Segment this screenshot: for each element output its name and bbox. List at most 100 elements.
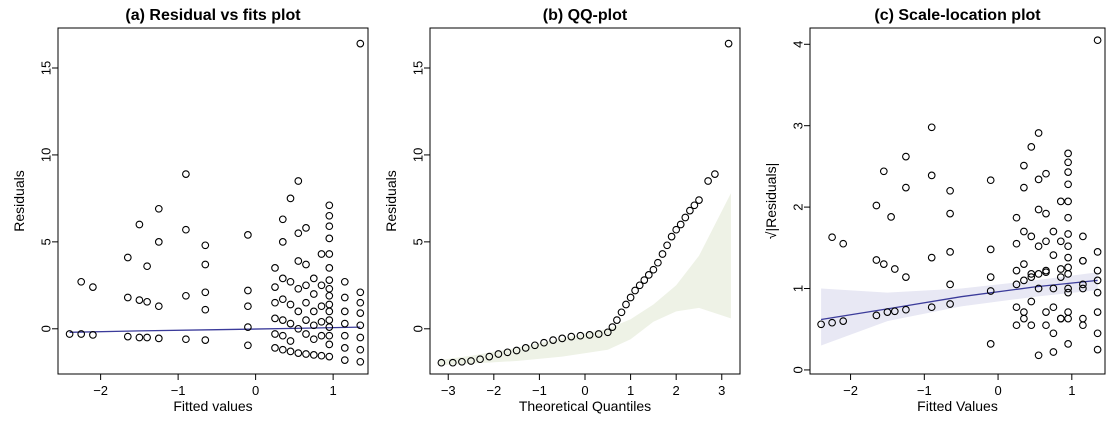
data-point [356,288,365,297]
data-point [286,300,295,309]
data-point [154,238,163,246]
data-point [1079,280,1087,289]
data-point [1093,288,1102,297]
data-point [325,331,334,340]
data-point [271,283,279,291]
data-point [201,336,210,344]
data-point [302,224,310,232]
data-point [325,352,334,361]
data-point [437,358,446,367]
data-point [1056,265,1065,273]
data-point [1064,242,1072,251]
data-point [340,344,349,352]
data-point [271,344,279,352]
data-point [77,277,86,286]
data-point [1027,273,1036,281]
data-point [1064,149,1072,158]
data-point [711,170,719,178]
y-tick-label: 4 [791,41,806,48]
y-tick-label: 10 [411,148,426,162]
data-point [1027,321,1036,330]
data-point [309,274,318,283]
data-point [278,316,287,324]
x-tick-label: −2 [93,383,108,398]
y-tick-label: 5 [39,238,54,245]
data-point [286,347,295,356]
data-point [340,277,349,286]
data-point [1020,183,1028,192]
y-tick-label: 15 [39,61,54,75]
data-point [1020,227,1028,236]
data-point [154,334,163,343]
data-point [1064,253,1072,262]
data-point [839,317,848,325]
data-point [635,281,644,290]
data-point [317,351,326,360]
data-point [317,281,326,290]
data-point [278,238,287,246]
data-point [521,344,530,352]
data-point [872,311,881,320]
data-point [986,273,995,281]
data-point [1027,232,1036,241]
data-point [286,194,295,203]
data-point [667,232,676,241]
data-point [672,225,681,234]
data-point [1093,248,1102,256]
data-point [1064,158,1072,167]
y-tick-label: 2 [791,203,806,210]
data-point [302,298,310,307]
data-point [690,201,699,210]
data-point [1056,197,1065,206]
data-point [1079,232,1087,241]
data-point [485,352,494,361]
data-point [1079,284,1087,293]
data-point [182,291,190,300]
data-point [1064,308,1072,316]
data-point [1034,205,1043,214]
data-point [182,170,190,178]
data-point [1093,345,1102,354]
data-point [201,288,210,297]
data-point [325,276,334,284]
data-point [325,234,334,243]
data-point [278,215,287,224]
y-tick-label: 3 [791,122,806,129]
data-point [135,333,144,342]
y-tick-label: 0 [39,325,54,332]
smooth-line [69,326,361,333]
data-point [65,330,74,338]
data-point [356,309,365,317]
data-point [986,176,995,185]
data-point [294,257,303,265]
y-tick-label: 0 [411,325,426,332]
data-point [340,319,349,328]
data-point [649,265,658,274]
data-point [1012,239,1021,248]
data-point [1020,161,1028,170]
x-axis-label: Fitted values [173,398,252,414]
data-point [1027,270,1036,278]
data-point [1056,273,1065,281]
data-point [1042,321,1050,330]
data-point [294,284,303,293]
x-tick-label: −3 [441,383,456,398]
data-point [1093,329,1102,338]
data-point [817,320,825,329]
data-point [1093,276,1102,285]
data-point [695,196,703,204]
data-point [458,357,466,366]
data-point [325,291,334,300]
data-point [1079,314,1087,323]
data-point [986,340,995,348]
y-tick-label: 10 [39,148,54,162]
x-tick-label: −1 [532,383,547,398]
data-point [143,262,151,271]
data-point [271,314,279,323]
data-point [244,286,252,295]
x-tick-label: 1 [627,383,634,398]
data-point [271,330,279,338]
data-point [340,307,349,316]
data-point [902,273,910,281]
